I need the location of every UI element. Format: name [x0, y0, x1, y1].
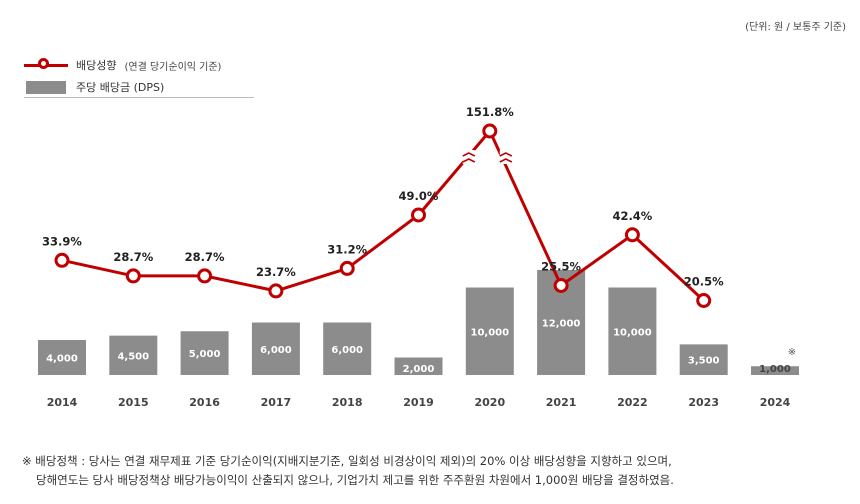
payout-point-2017 [268, 283, 284, 299]
payout-line-segment-2014 [61, 258, 134, 278]
dps-bar-2016 [180, 331, 229, 375]
dps-bar-label-2019: 2,000 [403, 364, 435, 375]
footnote-line-2: 당해연도는 당사 배당정책상 배당가능이익이 산출되지 않으나, 기업가치 제고… [36, 473, 674, 487]
payout-point-2019 [411, 207, 426, 223]
bar-swatch-icon [24, 78, 68, 96]
payout-point-2021 [553, 278, 569, 293]
payout-line-segment-2018 [346, 213, 420, 270]
payout-point-2020 [482, 123, 498, 139]
dps-bar-2015 [109, 335, 158, 375]
payout-line-segment-2019 [417, 130, 491, 216]
dividend-chart: 4,000 4,500 5,000 6,000 6,000 2,000 10,000 12,0… [38, 105, 799, 409]
payout-label-2017: 23.7% [256, 265, 296, 279]
line-marker-icon [24, 56, 68, 74]
payout-label-2014: 33.9% [42, 234, 82, 248]
payout-label-2015: 28.7% [113, 250, 153, 264]
dps-bar-label-2016: 5,000 [189, 349, 221, 360]
x-tick-label-2021: 2021 [546, 396, 577, 409]
dps-bar-2014 [38, 340, 86, 375]
payout-label-2021: 25.5% [541, 260, 581, 274]
legend-item-dps: 주당 배당금 (DPS) [24, 78, 274, 96]
dps-bar-label-2023: 3,500 [688, 356, 720, 367]
payout-line-segment-2022 [631, 233, 705, 302]
dividend-policy-footnote: ※ 배당정책 : 당사는 연결 재무제표 기준 당기순이익(지배지분기준, 일회… [22, 452, 674, 490]
dps-bar-2023 [679, 344, 728, 375]
x-tick-label-2017: 2017 [261, 396, 292, 409]
payout-label-2022: 42.4% [612, 209, 652, 223]
payout-point-2022 [624, 227, 640, 243]
legend-item-payout-ratio: 배당성향 (연결 당기순이익 기준) [24, 56, 274, 74]
dps-bar-label-2014: 4,000 [46, 354, 78, 365]
dps-bar-2018 [323, 322, 372, 375]
dps-bar-label-2024: 1,000 [759, 364, 791, 375]
x-tick-label-2014: 2014 [47, 396, 78, 409]
unit-note: (단위: 원 / 보통주 기준) [745, 22, 846, 33]
axis-break-mark-1 [499, 152, 513, 163]
x-tick-label-2024: 2024 [760, 396, 791, 409]
dps-bar-label-2020: 10,000 [471, 327, 510, 338]
payout-point-2016 [197, 268, 213, 284]
x-tick-label-2015: 2015 [118, 396, 149, 409]
payout-label-2023: 20.5% [684, 275, 724, 289]
dps-bar-2019 [394, 357, 443, 375]
x-tick-label-2020: 2020 [474, 396, 505, 409]
axis-break-mark-0 [462, 152, 476, 163]
payout-line-segment-2017 [275, 266, 348, 293]
x-tick-label-2018: 2018 [332, 396, 363, 409]
payout-label-2018: 31.2% [327, 242, 367, 256]
x-tick-label-2022: 2022 [617, 396, 648, 409]
footnote-line-1: ※ 배당정책 : 당사는 연결 재무제표 기준 당기순이익(지배지분기준, 일회… [22, 454, 672, 468]
dps-bar-label-2017: 6,000 [260, 345, 292, 356]
payout-point-2014 [54, 252, 70, 268]
dps-bar-2020 [465, 287, 514, 375]
payout-line-segment-2016 [204, 274, 277, 293]
dps-bar-2017 [251, 322, 300, 375]
payout-line-segment-2021 [560, 233, 634, 287]
chart-legend: 배당성향 (연결 당기순이익 기준) 주당 배당금 (DPS) [24, 56, 274, 96]
x-tick-label-2019: 2019 [403, 396, 434, 409]
dps-bar-2022 [608, 287, 657, 375]
payout-point-2023 [696, 293, 712, 308]
dps-bar-2024 [751, 366, 799, 375]
x-tick-label-2016: 2016 [189, 396, 220, 409]
dps-bar-label-2018: 6,000 [331, 345, 363, 356]
payout-label-2020: 151.8% [466, 105, 514, 119]
payout-point-2018 [339, 260, 355, 276]
legend-bar-label: 주당 배당금 (DPS) [76, 81, 165, 94]
payout-label-2019: 49.0% [399, 189, 439, 203]
legend-divider [24, 97, 254, 98]
dps-bar-label-2015: 4,500 [117, 351, 149, 362]
note-marker-2024: ※ [788, 347, 796, 358]
payout-label-2016: 28.7% [185, 250, 225, 264]
dps-bar-label-2021: 12,000 [542, 319, 581, 330]
legend-line-label: 배당성향 [76, 59, 117, 72]
dps-bar-label-2022: 10,000 [613, 327, 652, 338]
legend-line-note: (연결 당기순이익 기준) [124, 61, 222, 73]
x-tick-label-2023: 2023 [688, 396, 719, 409]
payout-point-2015 [125, 268, 141, 284]
